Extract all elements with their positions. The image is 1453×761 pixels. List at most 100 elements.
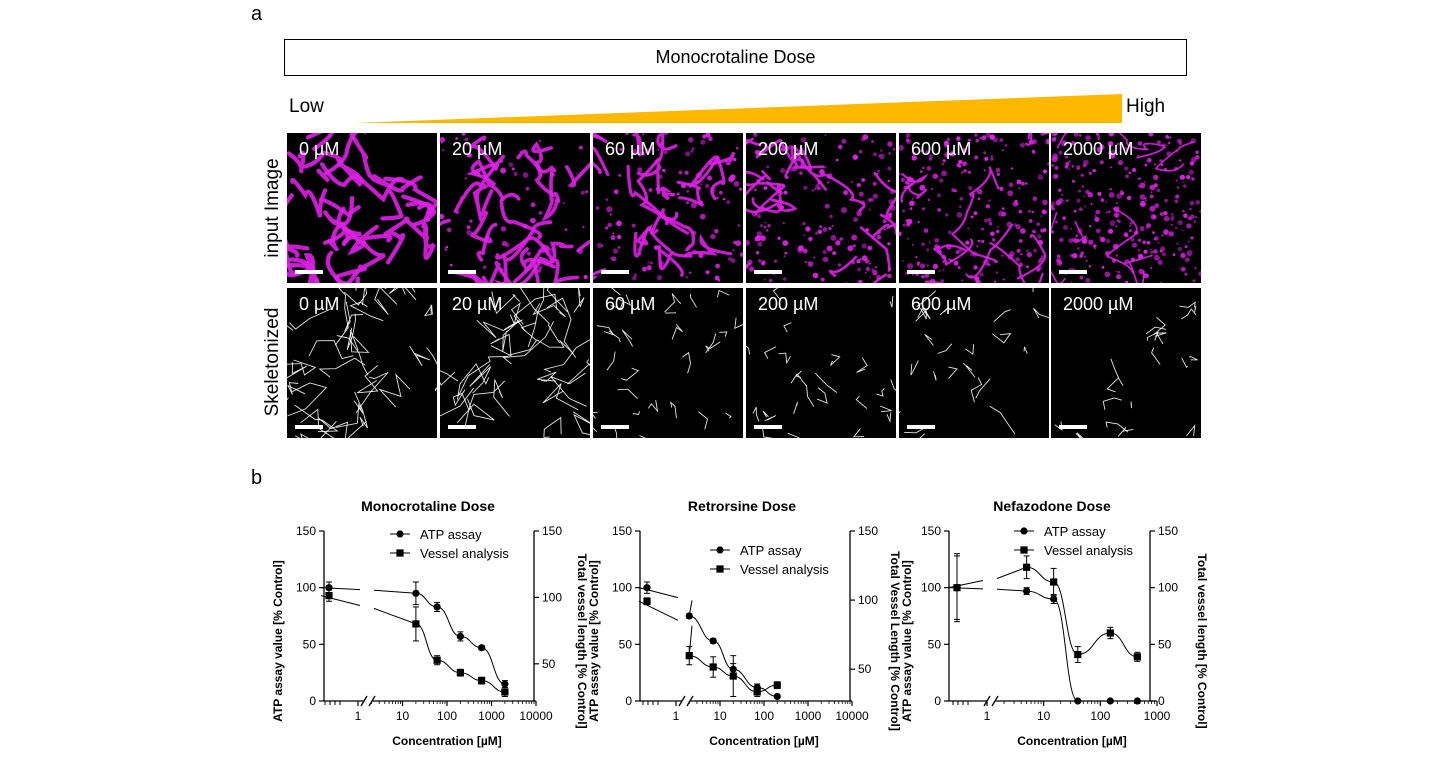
legend-entry: Vessel analysis: [390, 546, 509, 561]
scale-bar: [601, 270, 629, 274]
data-point-circle: [1106, 697, 1114, 705]
legend-marker-square: [1020, 546, 1028, 554]
y-axis-label-right: Total Vessel Length [% Control]: [888, 551, 902, 731]
x-tick-label: 1000: [478, 709, 505, 723]
fit-curve: [373, 607, 505, 693]
dose-label: 2000 µM: [1063, 294, 1134, 314]
dose-label: 60 µM: [605, 294, 656, 314]
y-axis-label-left: ATP assay value [% Control]: [900, 560, 914, 722]
data-point-circle: [456, 632, 464, 641]
fit-curve: [996, 566, 1138, 658]
x-tick-label: 1: [984, 709, 991, 723]
y-tick-label-right: 100: [542, 590, 562, 604]
chart-1: Monocrotaline Dose 0 50 100 150 50 100 150 1 10 10…: [271, 498, 589, 748]
legend-label: Vessel analysis: [740, 562, 829, 577]
scale-bar: [448, 270, 476, 274]
legend-label: ATP assay: [740, 543, 802, 558]
x-axis-label: Concentration [µM]: [392, 734, 502, 748]
y-tick-label-left: 0: [934, 694, 941, 708]
legend-marker-circle: [1020, 527, 1028, 535]
vessel-texture: [1051, 133, 1201, 283]
data-point-circle: [709, 637, 717, 645]
dose-gradient-wedge: [355, 94, 1122, 123]
data-point-square: [643, 597, 651, 605]
dose-header-box: Monocrotaline Dose: [284, 39, 1187, 76]
scale-bar: [295, 270, 323, 274]
y-tick-label-right: 50: [1158, 637, 1172, 651]
legend-marker-square: [716, 565, 724, 573]
dose-label: 2000 µM: [1063, 139, 1134, 159]
y-tick-label-right: 50: [858, 662, 872, 676]
vessel-texture: [899, 133, 1049, 283]
y-tick-label-right: 100: [1158, 581, 1178, 595]
scale-bar: [295, 425, 323, 429]
y-tick-label-left: 50: [303, 637, 317, 651]
scale-bar: [1059, 425, 1087, 429]
dose-label: 20 µM: [452, 294, 503, 314]
y-tick-label-left: 100: [921, 581, 941, 595]
y-tick-label-left: 150: [612, 524, 632, 538]
y-tick-label-left: 50: [619, 637, 633, 651]
panel-b-letter: b: [251, 467, 263, 489]
legend-entry: Vessel analysis: [1014, 543, 1133, 558]
chart-title: Monocrotaline Dose: [361, 498, 495, 514]
x-tick-label: 1000: [1144, 709, 1171, 723]
input-image-tile: 20 µM: [440, 133, 590, 283]
data-point-square: [773, 681, 781, 689]
dose-label: 600 µM: [911, 139, 972, 159]
scale-bar: [754, 270, 782, 274]
x-tick-label: 100: [437, 709, 457, 723]
input-image-tile: 200 µM: [746, 133, 896, 283]
dose-label: 200 µM: [758, 294, 819, 314]
vessel-texture: [593, 288, 743, 438]
high-label: High: [1126, 96, 1166, 117]
dose-label: 0 µM: [299, 294, 340, 314]
input-image-tile: 600 µM: [899, 133, 1049, 283]
data-point-square: [685, 652, 693, 660]
data-point-circle: [773, 692, 781, 701]
legend-marker-circle: [716, 546, 724, 554]
y-axis-label-right: Total vessel length [% Control]: [1195, 553, 1209, 728]
scale-bar: [907, 270, 935, 274]
axis-break-mark: [686, 695, 694, 707]
legend-entry: ATP assay: [1014, 524, 1106, 539]
scale-bar: [448, 425, 476, 429]
scale-bar: [1059, 270, 1087, 274]
data-point-circle: [433, 603, 441, 611]
data-point-circle: [685, 612, 693, 620]
skeleton-image-tile: 600 µM: [899, 288, 1049, 438]
vessel-texture: [899, 288, 1049, 438]
chart-title: Nefazodone Dose: [993, 498, 1111, 514]
x-axis-label: Concentration [µM]: [1017, 734, 1127, 748]
data-point-circle: [643, 584, 651, 592]
x-tick-label: 10: [1037, 709, 1051, 723]
skeleton-image-tile: 2000 µM: [1051, 288, 1201, 438]
data-point-square: [325, 592, 333, 600]
scale-bar: [907, 425, 935, 429]
input-image-tile: 2000 µM: [1051, 133, 1201, 283]
dose-label: 60 µM: [605, 139, 656, 159]
data-point-square: [433, 656, 441, 664]
data-point-circle: [478, 644, 486, 652]
y-tick-label-left: 150: [921, 524, 941, 538]
x-tick-label: 10: [396, 709, 410, 723]
axis-break-mark: [991, 695, 999, 707]
chart-3: Nefazodone Dose 0 50 100 150 0 50 100 150 1 10 100 1…: [900, 498, 1209, 748]
scale-bar: [601, 425, 629, 429]
data-point-square: [953, 584, 961, 592]
data-point-square: [478, 677, 486, 685]
legend-entry: Vessel analysis: [710, 562, 829, 577]
scale-bar: [754, 425, 782, 429]
legend-entry: ATP assay: [390, 527, 482, 542]
x-tick-label: 1: [355, 709, 362, 723]
input-image-tile: 60 µM: [593, 133, 743, 283]
x-tick-label: 10000: [835, 709, 869, 723]
legend-label: ATP assay: [420, 527, 482, 542]
dose-label: 20 µM: [452, 139, 503, 159]
x-tick-label: 10000: [519, 709, 553, 723]
chart-2: Retrorsine Dose 0 50 100 150 50 100 150 1 10 100 10…: [587, 498, 902, 748]
skeleton-image-tile: 0 µM: [287, 288, 437, 438]
axis-break-mark: [368, 695, 376, 707]
y-axis-label-left: ATP assay value [% Control]: [587, 560, 601, 722]
